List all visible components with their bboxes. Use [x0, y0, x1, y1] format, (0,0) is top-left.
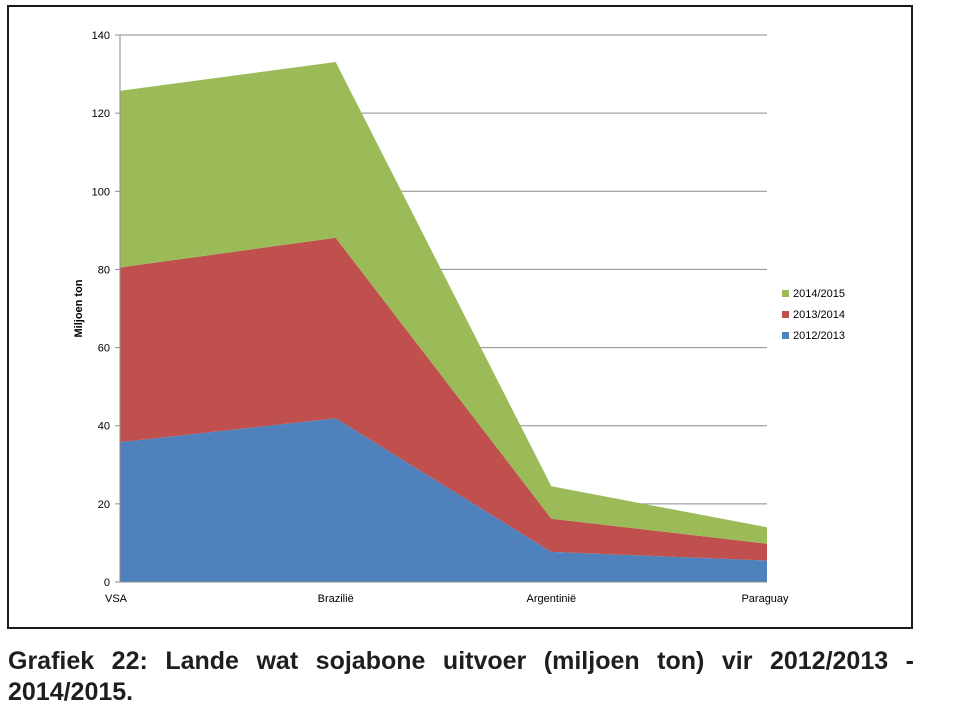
area-series-2012-2013 [120, 418, 767, 582]
chart-frame: 0 20 40 60 80 100 120 140 VSA Brazilië Argentinië P… [7, 5, 913, 629]
y-tick-label-20: 20 [98, 499, 110, 511]
y-tick-label-40: 40 [98, 421, 110, 433]
area-series-2014-2015 [120, 61, 767, 544]
y-tick-label-140: 140 [92, 30, 110, 42]
y-axis-title: Miljoen ton [73, 279, 85, 337]
area-chart: 0 20 40 60 80 100 120 140 VSA Brazilië Argentinië P… [73, 30, 845, 605]
y-tick-label-0: 0 [104, 577, 110, 589]
x-tick-label-3: Paraguay [741, 593, 789, 605]
legend-label-2013-2014: 2013/2014 [793, 309, 845, 321]
area-series-2013-2014 [120, 237, 767, 561]
y-tick-label-60: 60 [98, 343, 110, 355]
y-tick-label-120: 120 [92, 108, 110, 120]
legend-swatch-2014-2015 [782, 290, 789, 297]
legend-swatch-2012-2013 [782, 332, 789, 339]
x-tick-label-0: VSA [105, 593, 128, 605]
legend-label-2012-2013: 2012/2013 [793, 330, 845, 342]
legend-label-2014-2015: 2014/2015 [793, 288, 845, 300]
x-tick-label-2: Argentinië [527, 593, 577, 605]
legend-swatch-2013-2014 [782, 311, 789, 318]
y-tick-label-80: 80 [98, 264, 110, 276]
x-tick-label-1: Brazilië [318, 593, 354, 605]
y-tick-label-100: 100 [92, 186, 110, 198]
chart-caption: Grafiek 22: Lande wat sojabone uitvoer (… [8, 647, 914, 706]
